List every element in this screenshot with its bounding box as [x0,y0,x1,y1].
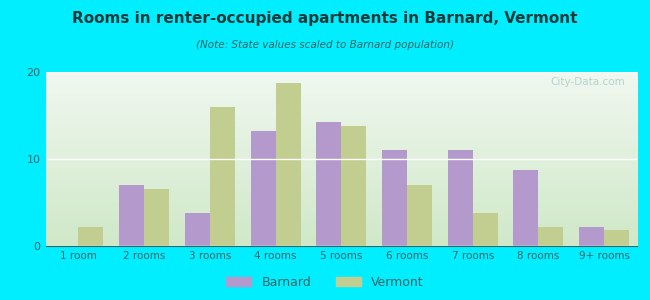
Bar [185,213,210,246]
Bar [341,126,366,246]
Bar [317,122,341,246]
Text: Rooms in renter-occupied apartments in Barnard, Vermont: Rooms in renter-occupied apartments in B… [72,11,578,26]
Legend: Barnard, Vermont: Barnard, Vermont [221,271,429,294]
Bar [276,83,300,246]
Bar [144,190,169,246]
Bar [119,185,144,246]
Text: City-Data.com: City-Data.com [551,77,625,87]
Text: (Note: State values scaled to Barnard population): (Note: State values scaled to Barnard po… [196,40,454,50]
Bar [250,131,276,246]
Bar [514,170,538,246]
Bar [473,213,498,246]
Bar [579,227,604,246]
Bar [407,185,432,246]
Bar [382,150,407,246]
Bar [604,230,629,246]
Bar [210,107,235,246]
Bar [79,227,103,246]
Bar [538,227,564,246]
Bar [448,150,473,246]
